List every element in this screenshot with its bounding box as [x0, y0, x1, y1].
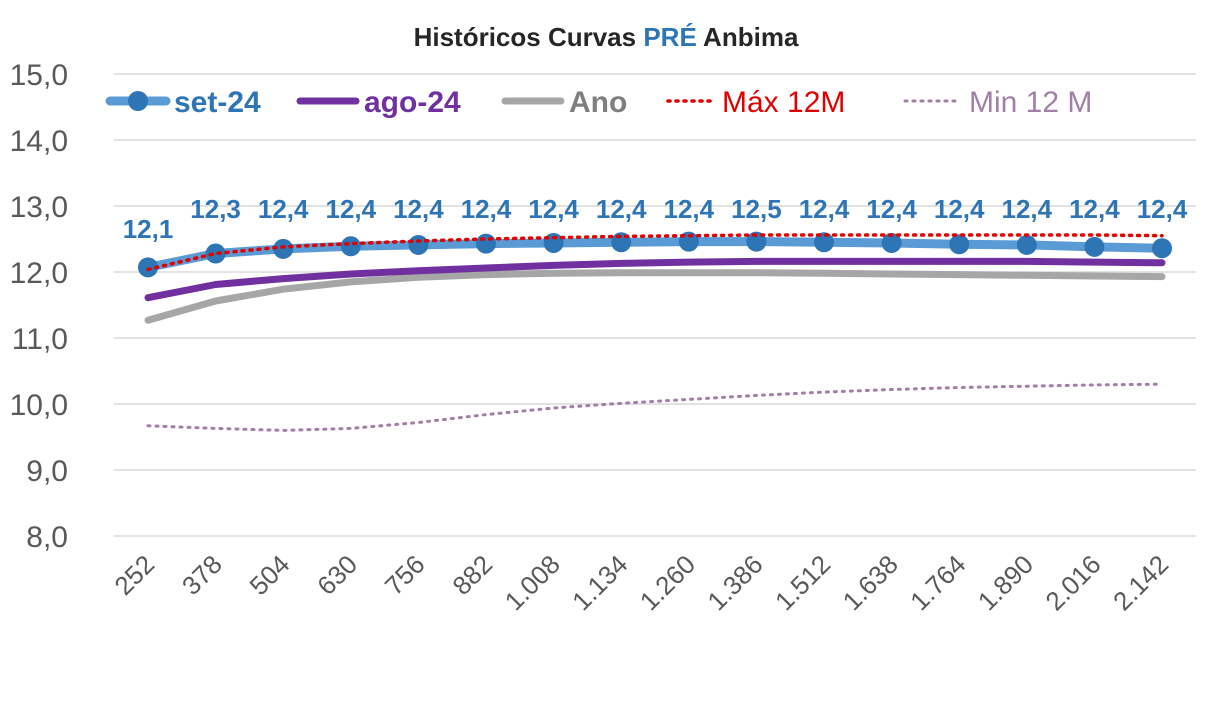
legend-label: Máx 12M: [722, 86, 845, 119]
gridlines: [114, 73, 1196, 537]
data-point: [1152, 238, 1172, 259]
data-point: [949, 234, 970, 255]
series-line-ano: [144, 269, 1166, 324]
legend-item-min-12-m: Min 12 M: [903, 86, 1092, 119]
x-tick-label: 882: [446, 549, 498, 601]
data-label: 12,3: [190, 194, 241, 224]
x-tick-label: 378: [176, 549, 228, 601]
x-tick-label: 1.512: [769, 549, 836, 616]
data-point: [881, 232, 902, 253]
data-label: 12,4: [528, 194, 579, 224]
x-tick-label: 1.638: [837, 549, 904, 616]
y-tick-label: 9,0: [26, 455, 68, 488]
data-labels: 12,1 12,3 12,4 12,4 12,4 12,4 12,4 12,4 12,4 12,5…: [123, 194, 1188, 244]
data-point: [205, 243, 226, 264]
x-axis: 252 378 504 630 756 882 1.008 1.134 1.260 1.386 1.…: [108, 549, 1174, 616]
y-tick-label: 10,0: [10, 389, 68, 422]
x-tick-label: 1.260: [634, 549, 701, 616]
data-label: 12,1: [123, 214, 174, 244]
legend-label: ago-24: [364, 86, 461, 119]
data-point: [1016, 234, 1037, 255]
data-label: 12,4: [596, 194, 647, 224]
y-tick-label: 8,0: [26, 521, 68, 554]
data-label: 12,4: [393, 194, 444, 224]
legend-item-ago-24: ago-24: [296, 86, 461, 119]
data-point: [408, 234, 429, 255]
y-tick-label: 13,0: [10, 191, 68, 224]
data-label: 12,4: [258, 194, 309, 224]
data-point: [340, 236, 361, 257]
y-tick-label: 15,0: [10, 59, 68, 92]
x-tick-label: 1.386: [701, 549, 768, 616]
x-tick-label: 1.764: [904, 549, 971, 616]
y-axis: 8,0 9,0 10,0 11,0 12,0 13,0 14,0 15,0: [10, 59, 68, 554]
legend-label: set-24: [174, 86, 261, 119]
legend-item-m-x-12m: Máx 12M: [666, 86, 845, 119]
x-tick-label: 1.008: [499, 549, 566, 616]
x-tick-label: 504: [244, 549, 296, 601]
data-label: 12,4: [934, 194, 985, 224]
legend-label: Ano: [569, 86, 627, 119]
data-label: 12,4: [325, 194, 376, 224]
chart-title-accent: PRÉ: [643, 22, 696, 52]
x-tick-label: 252: [108, 549, 160, 601]
data-label: 12,4: [1137, 194, 1188, 224]
chart-title-part-3: Anbima: [697, 22, 799, 52]
legend-item-ano: Ano: [501, 86, 627, 119]
x-tick-label: 630: [311, 549, 363, 601]
y-tick-label: 11,0: [12, 323, 68, 356]
series-line-set-24: [143, 237, 1167, 272]
x-tick-label: 2.142: [1107, 549, 1174, 616]
series-line-ago-24: [144, 257, 1166, 302]
chart-title: Históricos Curvas PRÉ Anbima: [414, 22, 799, 52]
plot-area: [138, 231, 1172, 432]
legend-label: Min 12 M: [969, 86, 1092, 119]
data-label: 12,4: [799, 194, 850, 224]
data-point: [476, 233, 496, 254]
series-line-min-12-m: [146, 382, 1164, 432]
chart-title-part-1: Históricos Curvas: [414, 22, 644, 52]
data-point: [138, 257, 158, 278]
data-point: [814, 232, 834, 253]
x-tick-label: 2.016: [1039, 549, 1106, 616]
legend-marker: [128, 91, 148, 111]
data-label: 12,4: [461, 194, 512, 224]
x-tick-label: 1.890: [972, 549, 1039, 616]
legend: set-24 ago-24 Ano Máx 12M Min 12 M: [105, 86, 1092, 119]
data-label: 12,4: [866, 194, 917, 224]
data-point: [273, 238, 294, 259]
x-tick-label: 1.134: [566, 549, 633, 616]
data-label: 12,4: [1069, 194, 1120, 224]
data-label: 12,5: [731, 194, 782, 224]
legend-item-set-24: set-24: [105, 86, 261, 119]
data-label: 12,4: [1001, 194, 1052, 224]
x-tick-label: 756: [379, 549, 431, 601]
y-tick-label: 12,0: [10, 257, 68, 290]
series-line-m-x-12m: [146, 233, 1164, 272]
data-point: [1084, 236, 1105, 257]
y-tick-label: 14,0: [10, 125, 68, 158]
data-label: 12,4: [663, 194, 714, 224]
